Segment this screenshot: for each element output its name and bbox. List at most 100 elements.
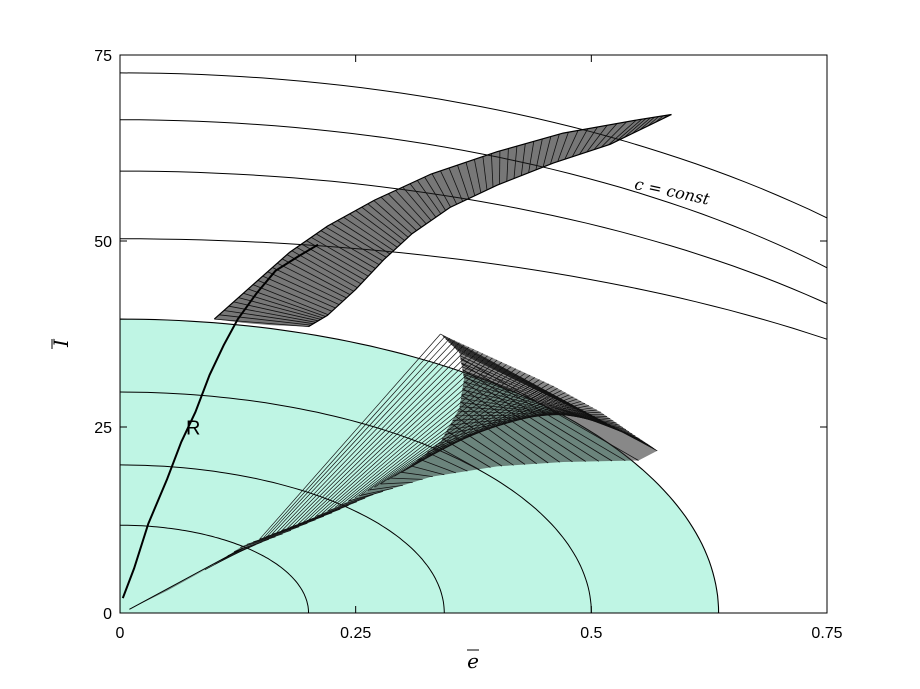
upper-band [213,113,672,328]
upper-band-line [380,196,417,231]
plot-frame [119,54,828,614]
upper-band-line [639,116,655,131]
upper-band-line [440,170,458,205]
upper-band-line [388,193,422,228]
upper-band-line [571,128,589,157]
lower-band-line [390,477,423,480]
x-axis-label: e [467,649,479,673]
lower-band-line [463,381,586,462]
lower-band-line [321,359,498,515]
y-tick-label: 25 [94,420,112,437]
lower-band-line [369,485,403,491]
upper-band-line [608,119,637,146]
lower-band-line [314,357,493,518]
upper-band-line [337,220,391,255]
lower-band-line [359,488,393,497]
upper-band-line [491,153,494,188]
tick-labels: 0 0.25 0.5 0.75 0 25 50 75 [94,48,842,642]
upper-band-line [243,292,324,319]
upper-band-line [228,305,316,323]
upper-band-line [267,271,340,305]
y-axis-label: I [49,338,73,348]
y-tick-label: 50 [94,234,112,251]
upper-band-line [223,310,314,325]
lower-band-line [410,465,445,476]
lower-band-line [308,355,488,521]
lower-band-tail [129,547,243,610]
upper-band-line [586,125,608,153]
lower-band-line [297,351,479,525]
x-tick-label: 0.5 [580,625,602,642]
x-tick-label: 0 [116,625,125,642]
lower-band-line [287,346,470,529]
upper-band-line [395,190,427,225]
lower-band-line [276,342,460,533]
lower-band-line [253,530,292,543]
upper-band-line [248,288,326,317]
lower-band-line [462,387,573,463]
upper-band-line [647,116,659,127]
lower-band-line [435,445,480,470]
lower-band-line [406,387,558,470]
upper-band-line [367,203,409,238]
upper-band-line [457,164,470,199]
upper-band-line [301,243,365,281]
lower-band-line [427,451,468,472]
upper-band-edge [213,113,672,320]
lower-band-line [263,335,446,539]
y-tick-label: 0 [103,606,112,623]
upper-band-line [361,206,405,241]
upper-band-line [331,223,387,258]
upper-band-line [325,226,383,262]
upper-band-line [373,200,413,235]
lower-band-line [461,363,626,462]
contour-c-const [120,170,827,305]
curve-r [121,243,319,599]
upper-band-line [601,121,627,148]
lower-band-line [298,508,341,525]
upper-band-line [416,180,442,215]
lower-band [129,333,658,610]
upper-band-line [315,233,376,269]
lower-band-line [440,333,658,452]
upper-band-line [520,143,526,176]
lower-band-line [442,438,491,468]
lower-band-line [463,375,600,462]
lower-band-line [240,536,276,548]
upper-band-line [542,136,552,168]
lower-band-line [306,505,349,522]
lower-band-line [348,491,384,502]
upper-band-line [320,230,380,266]
upper-band-line [474,159,482,193]
x-tick-label: 0.75 [811,625,842,642]
upper-band-line [214,318,309,327]
upper-band-line [291,250,358,289]
upper-band-line [465,162,476,196]
lower-band-line [281,344,465,531]
upper-band-line [513,146,518,179]
upper-band-line [238,297,321,320]
upper-band-line [262,275,336,309]
upper-band-line [409,183,437,218]
lower-band-line [459,408,537,465]
lower-band-line [259,333,441,540]
lower-band-line [460,401,549,464]
lower-band-line [281,515,325,532]
upper-band-line [431,173,451,208]
upper-band-line [528,141,535,173]
lower-band-line [361,372,526,495]
upper-band-line [564,130,579,160]
lower-band-line [289,512,333,528]
tick-marks [119,54,828,614]
lower-band-line [292,348,474,527]
upper-band-line [616,118,643,142]
y-tick-label: 75 [94,48,112,65]
upper-band-line [506,148,509,182]
upper-band-line [349,213,398,248]
lower-band-line [461,394,561,463]
lower-band-line [454,415,526,465]
upper-band-line [448,167,464,202]
lower-band-line [354,370,521,499]
upper-band-line [310,236,373,273]
upper-band-line [593,123,618,150]
